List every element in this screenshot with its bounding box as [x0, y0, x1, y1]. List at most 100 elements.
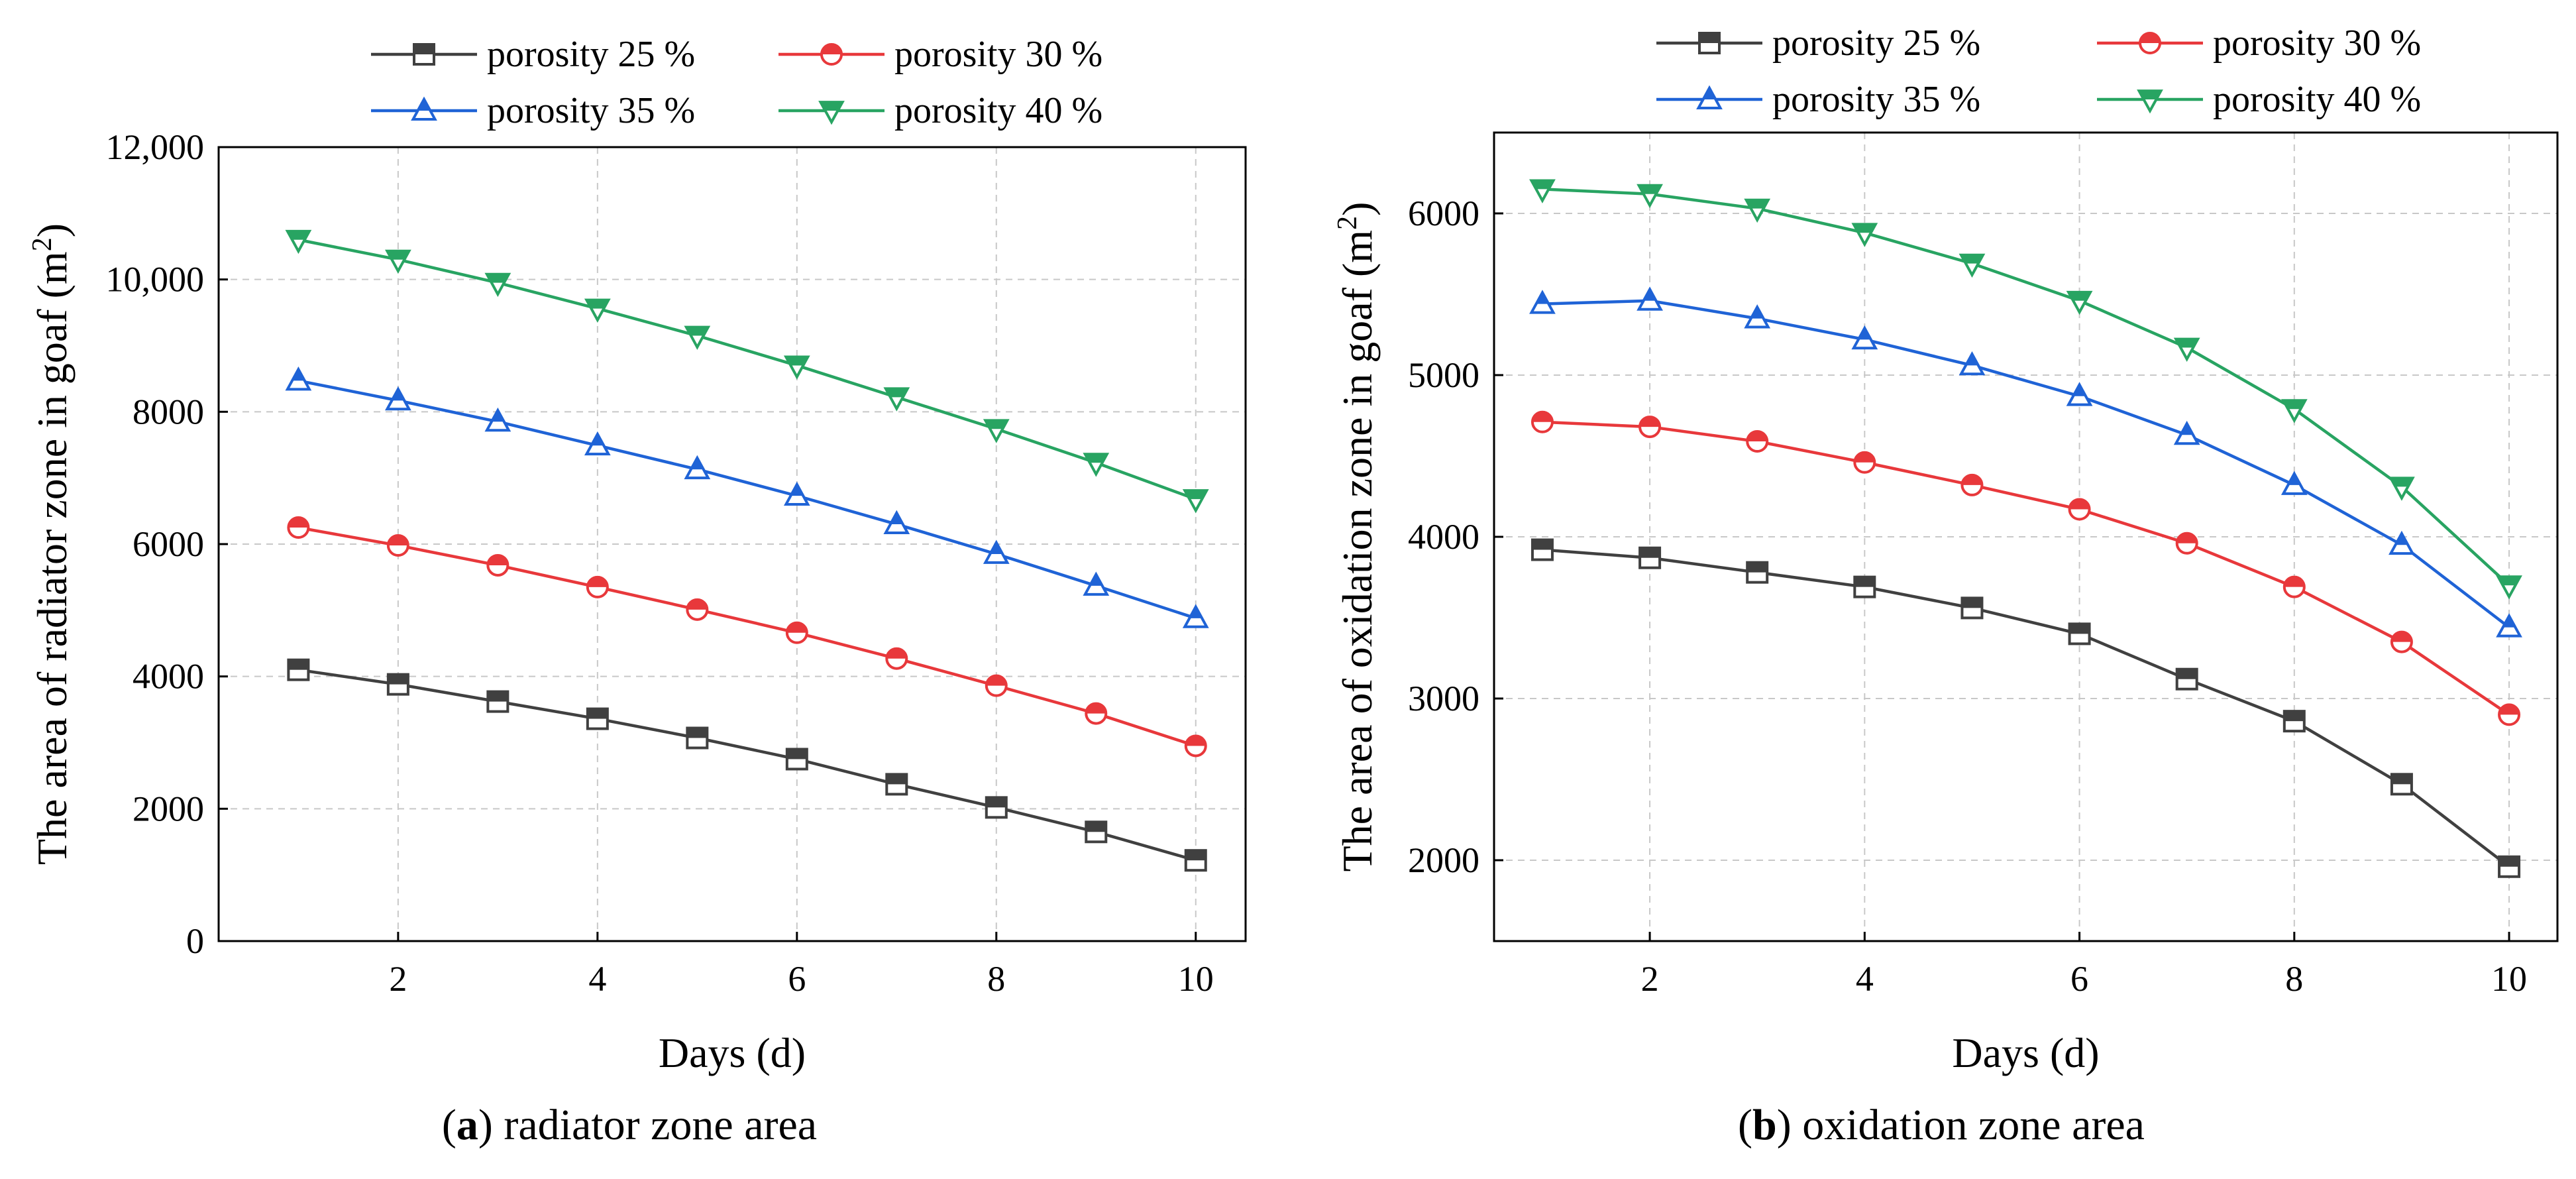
- chart-a-series-0: [287, 658, 1207, 872]
- chart-b-series-1-point-1: [1638, 416, 1662, 439]
- chart-a-series-0-point-8: [1085, 820, 1108, 844]
- chart-b-series-0-line: [1542, 548, 2510, 868]
- chart-a-series-0-point-3: [586, 707, 609, 730]
- chart-a-series-3-point-1: [385, 249, 411, 274]
- chart-b-series-3-point-0: [1529, 179, 1556, 203]
- chart-a-series-0-point-6: [885, 773, 908, 796]
- chart-b-series-3-point-7: [2281, 399, 2308, 423]
- chart-b-series-0-point-4: [1960, 596, 1984, 620]
- chart-b-series-2-point-1: [1637, 286, 1663, 311]
- chart-b-series-0: [1530, 538, 2521, 878]
- chart-a-series-1-point-3: [586, 575, 609, 598]
- chart-b-series-2-point-5: [2066, 382, 2093, 406]
- chart-b-series-2-point-6: [2173, 420, 2200, 445]
- chart-b-series-3-point-9: [2496, 575, 2522, 600]
- chart-a-series-0-point-5: [785, 748, 808, 771]
- chart-b-xtick-label-2: 6: [2070, 959, 2088, 999]
- caption-a-text: radiator zone area: [492, 1101, 818, 1149]
- chart-a-ylabel-close: ): [28, 223, 76, 237]
- chart-a-legend-entry-2: porosity 35 %: [371, 90, 695, 131]
- chart-b-series-0-point-2: [1746, 561, 1769, 584]
- chart-a-series-3-point-9: [1182, 489, 1209, 514]
- chart-a-series-2-point-0: [285, 366, 312, 391]
- chart-a-ytick-label-4: 8000: [133, 392, 204, 431]
- chart-b-xtick-label-3: 8: [2285, 959, 2303, 999]
- chart-a-series-1-point-5: [785, 621, 808, 644]
- chart-a-series-2-point-1: [385, 386, 411, 411]
- chart-a-ylabel: The area of radiator zone in goaf (m2): [27, 223, 76, 865]
- chart-a-series-3: [285, 229, 1209, 514]
- chart-b-series-1-point-8: [2390, 630, 2413, 653]
- chart-a-series-3-point-2: [484, 272, 511, 298]
- chart-b-ylabel-main: The area of oxidation zone in goaf (m: [1334, 230, 1381, 872]
- chart-b-series-1-point-6: [2175, 532, 2198, 555]
- chart-b-series-3-point-3: [1851, 223, 1878, 247]
- chart-b-series-3-point-6: [2173, 337, 2200, 362]
- chart-b-series-1-point-2: [1746, 430, 1769, 453]
- chart-b-legend-entry-3: porosity 40 %: [2097, 79, 2421, 120]
- chart-a-series-3-point-4: [684, 325, 711, 350]
- chart-b-series-2-point-3: [1851, 325, 1878, 350]
- chart-a-series-0-point-0: [287, 658, 310, 681]
- chart-a-legend-marker-2: [411, 96, 437, 121]
- chart-a-series-0-point-9: [1184, 849, 1207, 872]
- caption-b-text: oxidation zone area: [1791, 1101, 2145, 1149]
- chart-b-legend-marker-1: [2139, 32, 2161, 54]
- chart-b-legend-marker-0: [1698, 32, 1721, 54]
- caption-b: (b) oxidation zone area: [1738, 1101, 2145, 1149]
- chart-a-ylabel-sup: 2: [27, 237, 58, 251]
- chart-b-series-3-point-1: [1637, 184, 1663, 209]
- chart-b-series-1-point-4: [1960, 473, 1984, 496]
- chart-a-series-1-point-6: [885, 647, 908, 670]
- chart-b-series-0-point-3: [1853, 575, 1876, 598]
- chart-b-ytick-label-1: 3000: [1408, 679, 1479, 718]
- chart-b-series-1-point-0: [1530, 410, 1554, 433]
- chart-b-legend-marker-3: [2137, 89, 2163, 114]
- chart-a-series-0-point-7: [985, 796, 1008, 819]
- chart-b-series-0-point-8: [2390, 773, 2413, 796]
- chart-a-series-0-point-1: [386, 673, 409, 696]
- chart-b-xtick-label-0: 2: [1641, 959, 1659, 999]
- chart-a-series-2-point-8: [1083, 571, 1110, 596]
- chart-a-xtick-label-1: 4: [588, 959, 606, 999]
- chart-a-series-2-point-2: [484, 407, 511, 432]
- chart-a-series-3-point-3: [584, 298, 611, 323]
- chart-a-xtick-label-0: 2: [389, 959, 407, 999]
- chart-b-series-3-point-2: [1744, 198, 1771, 223]
- chart-b-series-2-point-0: [1529, 290, 1556, 314]
- chart-a-series-2-point-7: [983, 539, 1010, 564]
- chart-b-legend-label-0: porosity 25 %: [1772, 23, 1980, 64]
- chart-b-series-3-point-5: [2066, 290, 2093, 315]
- chart-b-series-0-point-9: [2498, 855, 2521, 878]
- chart-b-legend-entry-1: porosity 30 %: [2097, 23, 2421, 64]
- chart-b-legend-marker-2: [1696, 85, 1723, 109]
- chart-b-ytick-label-0: 2000: [1408, 840, 1479, 880]
- chart-b-ytick-label-3: 5000: [1408, 355, 1479, 395]
- chart-a-series-1-point-9: [1184, 734, 1207, 758]
- chart-a-legend-label-3: porosity 40 %: [894, 90, 1102, 131]
- chart-a-series-2-line: [297, 379, 1197, 620]
- chart-a-series-2-point-4: [684, 455, 711, 480]
- chart-b-ytick-label-2: 4000: [1408, 517, 1479, 557]
- chart-a-legend-entry-3: porosity 40 %: [778, 90, 1102, 131]
- chart-a-series-1-point-0: [287, 516, 310, 539]
- chart-a-series-1-point-2: [486, 553, 510, 577]
- chart-b-series-0-point-1: [1638, 546, 1662, 569]
- chart-a-series-0-point-2: [486, 690, 510, 713]
- chart-a-xtick-label-2: 6: [788, 959, 806, 999]
- chart-a-series-0-point-4: [686, 726, 709, 750]
- chart-b-series-1-point-7: [2282, 575, 2306, 598]
- chart-a-legend-label-2: porosity 35 %: [487, 90, 695, 131]
- chart-a-legend-label-1: porosity 30 %: [894, 34, 1102, 75]
- chart-b-series-0-point-7: [2282, 710, 2306, 733]
- chart-a-series-1-point-4: [686, 598, 709, 621]
- chart-a-series-1-line: [297, 526, 1197, 748]
- chart-b-ylabel-sup: 2: [1332, 216, 1363, 230]
- chart-b-legend-entry-0: porosity 25 %: [1656, 23, 1980, 64]
- chart-a-series-2-point-5: [783, 481, 810, 506]
- chart-b-legend-label-3: porosity 40 %: [2213, 79, 2421, 120]
- chart-a-series-3-point-6: [883, 387, 910, 412]
- chart-b-series-2-point-4: [1959, 351, 1986, 376]
- chart-b: 2 4 6 8 10 2000 3000 4000 5000 6000 Days (d) The ar…: [1332, 23, 2559, 1076]
